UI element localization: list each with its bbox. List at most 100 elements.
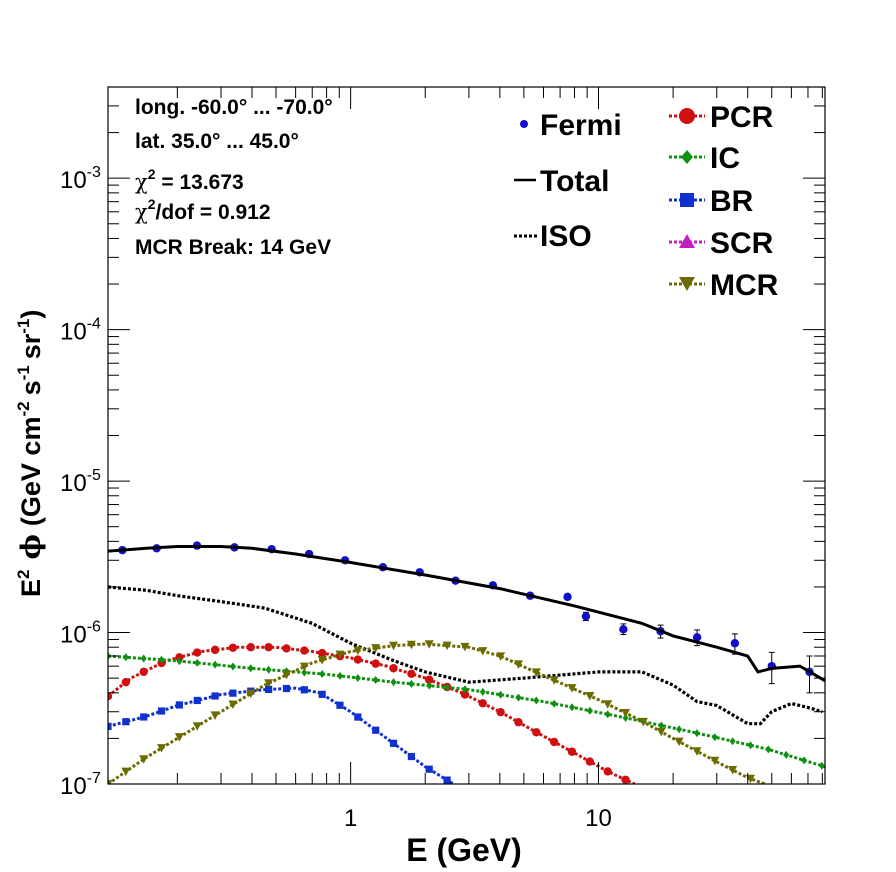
info-block: long. -60.0° ... -70.0° lat. 35.0° ... 4… (135, 96, 333, 259)
marker-mcr (371, 644, 381, 653)
marker-ic (158, 655, 165, 664)
series-line-iso (108, 585, 823, 726)
marker-pcr (228, 643, 238, 652)
marker-ic (426, 681, 433, 690)
marker-pcr (264, 643, 273, 652)
marker-br (354, 713, 362, 721)
marker-mcr (638, 717, 648, 727)
legend-label-fermi: Fermi (540, 109, 622, 142)
legend-label-mcr: MCR (710, 269, 779, 302)
legend-item-iso: ISO (514, 220, 592, 253)
marker-pcr (121, 677, 131, 687)
marker-ic (194, 658, 201, 667)
marker-ic (569, 703, 576, 712)
marker-pcr (300, 646, 309, 655)
series-line-br (108, 686, 455, 784)
marker-mcr (692, 747, 702, 756)
marker-mcr (442, 641, 452, 651)
x-tick-label: 10 (585, 805, 612, 832)
marker-pcr (407, 669, 416, 679)
marker-ic (765, 745, 772, 754)
marker-mcr (228, 700, 238, 709)
legend-item-scr: SCR (669, 227, 774, 260)
marker-pcr (478, 699, 487, 708)
marker-mcr (424, 640, 434, 649)
marker-mcr (745, 774, 755, 784)
marker-ic (247, 664, 254, 673)
legend-item-mcr: MCR (669, 269, 779, 302)
marker-pcr (532, 728, 541, 737)
marker-pcr (425, 675, 434, 684)
marker-br (282, 684, 291, 693)
legend-marker-pcr (679, 108, 695, 124)
data-point-fermi (730, 639, 740, 648)
legend-item-ic: IC (669, 142, 740, 175)
marker-pcr (389, 664, 398, 673)
y-tick-label: 10-3 (60, 164, 101, 194)
marker-mcr (496, 652, 506, 661)
marker-ic (729, 737, 736, 746)
marker-ic (461, 685, 468, 694)
marker-ic (337, 671, 344, 680)
marker-pcr (549, 737, 559, 747)
legend: Fermi Total ISO PCR IC BR SCR (514, 101, 779, 302)
marker-ic (212, 660, 219, 669)
marker-pcr (371, 659, 380, 668)
marker-mcr (603, 700, 613, 709)
marker-mcr (621, 709, 631, 718)
marker-ic (783, 750, 790, 759)
marker-pcr (139, 667, 148, 677)
legend-label-total: Total (540, 165, 609, 198)
marker-br (300, 686, 308, 694)
marker-pcr (108, 691, 113, 701)
marker-br (372, 726, 380, 734)
marker-br (157, 707, 166, 715)
y-tick-label: 10-4 (60, 316, 101, 346)
marker-ic (122, 653, 129, 662)
marker-ic (497, 690, 504, 699)
legend-marker-fermi (520, 120, 528, 128)
legend-item-pcr: PCR (669, 101, 774, 134)
marker-br (175, 701, 183, 709)
marker-mcr (478, 647, 488, 656)
marker-pcr (621, 775, 630, 784)
marker-br (265, 685, 273, 694)
x-axis-label: E (GeV) (406, 832, 522, 868)
marker-ic (140, 654, 147, 663)
marker-mcr (264, 679, 274, 688)
marker-pcr (246, 643, 255, 652)
marker-br (193, 696, 201, 705)
data-point-fermi (692, 633, 702, 642)
marker-pcr (496, 707, 505, 717)
marker-mcr (656, 727, 666, 737)
marker-br (140, 713, 148, 721)
marker-pcr (317, 648, 327, 658)
marker-mcr (246, 689, 256, 699)
info-latitude: lat. 35.0° ... 45.0° (135, 130, 299, 153)
legend-label-iso: ISO (540, 220, 592, 253)
marker-ic (801, 756, 808, 765)
marker-br (318, 690, 326, 698)
legend-label-ic: IC (710, 142, 740, 175)
marker-br (229, 689, 237, 697)
marker-ic (372, 676, 379, 685)
marker-pcr (210, 645, 220, 655)
y-tick-label: 10-5 (60, 467, 101, 497)
y-tick-label: 10-7 (60, 770, 101, 800)
marker-ic (604, 710, 611, 719)
marker-pcr (514, 718, 523, 727)
legend-marker-mcr (679, 277, 695, 291)
marker-mcr (460, 642, 470, 652)
marker-ic (711, 733, 718, 742)
marker-mcr (210, 711, 220, 720)
legend-label-br: BR (710, 185, 754, 218)
marker-ic (533, 696, 540, 705)
marker-mcr (192, 722, 202, 731)
marker-ic (676, 725, 683, 734)
marker-ic (747, 741, 754, 750)
marker-ic (265, 665, 272, 674)
marker-pcr (353, 655, 363, 664)
legend-item-br: BR (669, 185, 754, 218)
data-layer (108, 541, 825, 784)
